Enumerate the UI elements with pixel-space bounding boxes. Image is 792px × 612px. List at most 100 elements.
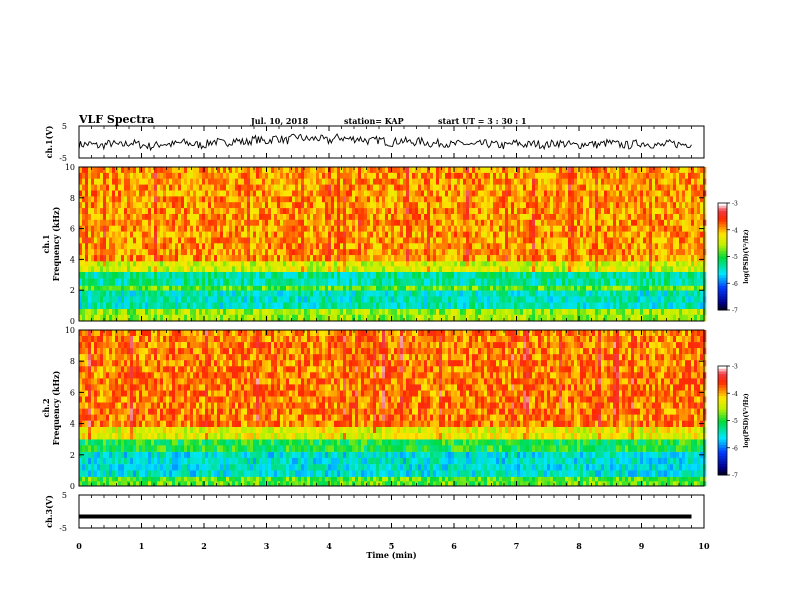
spectrogram-cell (478, 231, 482, 238)
spectrogram-cell (232, 178, 236, 185)
spectrogram-cell (196, 172, 200, 180)
spectrogram-cell (352, 202, 356, 209)
spectrogram-cell (631, 167, 635, 174)
spectrogram-cell (391, 308, 395, 316)
spectrogram-cell (274, 266, 278, 272)
spectrogram-cell (358, 278, 362, 286)
spectrogram-cell (286, 249, 290, 256)
spectrogram-cell (163, 231, 167, 238)
spectrogram-cell (262, 271, 266, 279)
spectrogram-cell (637, 208, 641, 215)
spectrogram-cell (559, 225, 563, 232)
spectrogram-cell (586, 219, 590, 226)
spectrogram-cell (178, 172, 182, 180)
spectrogram-cell (232, 260, 236, 267)
spectrogram-cell (127, 214, 131, 221)
spectrogram-cell (460, 231, 464, 238)
spectrogram-cell (157, 219, 161, 226)
spectrogram-cell (526, 225, 530, 232)
spectrogram-cell (613, 302, 617, 309)
spectrogram-cell (208, 243, 212, 250)
spectrogram-cell (184, 249, 188, 256)
spectrogram-cell (490, 237, 494, 244)
spectrogram-cell (82, 249, 86, 256)
spectrogram-cell (100, 308, 104, 316)
spectrogram-cell (544, 290, 548, 297)
spectrogram-cell (598, 314, 602, 322)
spectrogram-cell (349, 219, 353, 226)
spectrogram-cell (607, 190, 611, 197)
spectrogram-cell (490, 231, 494, 238)
spectrogram-cell (484, 285, 488, 291)
spectrogram-cell (154, 178, 158, 185)
spectrogram-cell (544, 308, 548, 316)
spectrogram-cell (424, 167, 428, 174)
spectrogram-cell (178, 237, 182, 244)
spectrogram-cell (613, 178, 617, 185)
spectrogram-cell (247, 249, 251, 256)
spectrogram-cell (277, 225, 281, 232)
spectrogram-cell (178, 249, 182, 256)
spectrogram-cell (196, 208, 200, 215)
spectrogram-cell (181, 178, 185, 185)
spectrogram-cell (157, 196, 161, 203)
spectrogram-cell (142, 290, 146, 297)
spectrogram-cell (175, 219, 179, 226)
spectrogram-cell (247, 296, 251, 303)
spectrogram-cell (115, 214, 119, 221)
spectrogram-cell (565, 266, 569, 272)
spectrogram-cell (253, 290, 257, 297)
spectrogram-cell (313, 249, 317, 256)
spectrogram-cell (403, 208, 407, 215)
spectrogram-cell (346, 184, 350, 191)
spectrogram-cell (586, 214, 590, 221)
spectrogram-cell (370, 285, 374, 291)
spectrogram-cell (442, 296, 446, 303)
spectrogram-cell (517, 290, 521, 297)
spectrogram-cell (481, 302, 485, 309)
spectrogram-cell (334, 196, 338, 203)
spectrogram-cell (526, 202, 530, 209)
spectrogram-cell (478, 172, 482, 180)
spectrogram-cell (133, 190, 137, 197)
spectrogram-cell (109, 296, 113, 303)
spectrogram-cell (202, 225, 206, 232)
spectrogram-cell (319, 237, 323, 244)
spectrogram-cell (391, 296, 395, 303)
spectrogram-cell (343, 231, 347, 238)
spectrogram-cell (286, 255, 290, 262)
spectrogram-cell (625, 285, 629, 291)
spectrogram-cell (268, 278, 272, 286)
spectrogram-cell (358, 243, 362, 250)
spectrogram-cell (466, 249, 470, 256)
spectrogram-cell (553, 260, 557, 267)
spectrogram-cell (415, 167, 419, 174)
spectrogram-cell (220, 219, 224, 226)
spectrogram-cell (241, 219, 245, 226)
spectrogram-cell (367, 225, 371, 232)
spectrogram-cell (79, 196, 83, 203)
spectrogram-cell (142, 184, 146, 191)
spectrogram-cell (262, 167, 266, 174)
spectrogram-cell (628, 202, 632, 209)
spectrogram-cell (262, 178, 266, 185)
spectrogram-cell (403, 302, 407, 309)
spectrogram-cell (232, 208, 236, 215)
spectrogram-cell (424, 290, 428, 297)
spectrogram-cell (112, 208, 116, 215)
spectrogram-cell (145, 266, 149, 272)
spectrogram-cell (634, 302, 638, 309)
spectrogram-cell (232, 167, 236, 174)
spectrogram-cell (118, 260, 122, 267)
spectrogram-cell (175, 190, 179, 197)
spectrogram-cell (364, 237, 368, 244)
spectrogram-cell (133, 225, 137, 232)
spectrogram-cell (205, 225, 209, 232)
spectrogram-cell (586, 278, 590, 286)
spectrogram-cell (313, 260, 317, 267)
spectrogram-cell (391, 260, 395, 267)
spectrogram-cell (496, 214, 500, 221)
spectrogram-cell (451, 290, 455, 297)
spectrogram-cell (298, 302, 302, 309)
spectrogram-cell (298, 278, 302, 286)
